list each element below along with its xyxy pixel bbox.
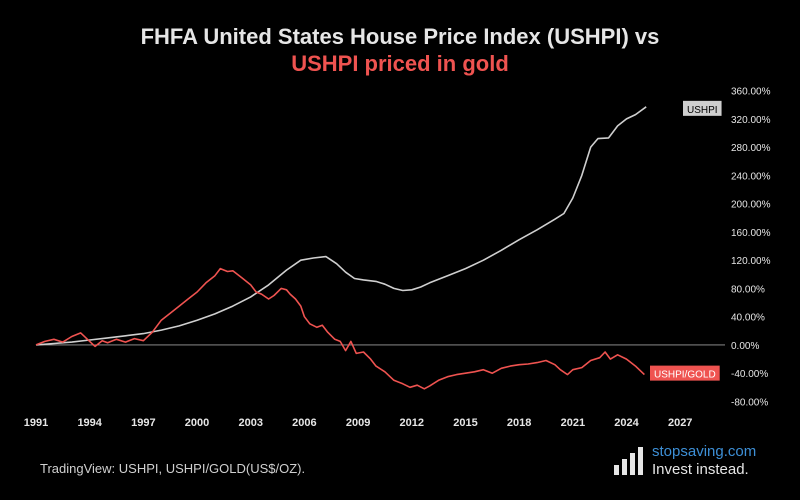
y-tick-label: -80.00% [731, 397, 768, 408]
y-tick-label: 120.00% [731, 256, 771, 267]
series-line-0 [35, 106, 647, 346]
x-tick-label: 2012 [400, 417, 424, 429]
bar-chart-icon [614, 447, 643, 475]
x-tick-label: 2003 [238, 417, 262, 429]
chart-labels: 1991 1994 1997 2000 2003 2006 2009 2012 2015 2018… [24, 87, 771, 429]
series-end-label-text: USHPI/GOLD [654, 370, 716, 381]
x-tick-label: 2000 [185, 417, 209, 429]
y-tick-label: 200.00% [731, 200, 771, 211]
source-note: TradingView: USHPI, USHPI/GOLD(US$/OZ). [40, 461, 306, 476]
x-tick-label: 2021 [561, 417, 585, 429]
y-tick-label: 0.00% [731, 341, 759, 352]
y-tick-label: 160.00% [731, 228, 771, 239]
series-line-1 [35, 267, 645, 390]
series-end-label: USHPI [683, 100, 722, 116]
y-tick-label: 240.00% [731, 171, 771, 182]
x-tick-label: 1994 [77, 417, 102, 429]
chart-series [35, 106, 647, 390]
brand-tagline: Invest instead. [652, 461, 749, 478]
x-tick-label: 1991 [24, 417, 48, 429]
series-end-label-bg [683, 100, 722, 116]
x-tick-label: 2015 [453, 417, 477, 429]
y-tick-label: 40.00% [731, 313, 765, 324]
y-tick-label: -40.00% [731, 369, 768, 380]
y-tick-label: 80.00% [731, 284, 765, 295]
x-tick-label: 2006 [292, 417, 316, 429]
y-tick-label: 280.00% [731, 143, 771, 154]
x-tick-label: 2018 [507, 417, 531, 429]
series-end-label: USHPI/GOLD [650, 365, 720, 381]
chart-subtitle: USHPI priced in gold [291, 51, 509, 76]
brand-logo: stopsaving.com Invest instead. [612, 443, 756, 482]
x-tick-label: 1997 [131, 417, 155, 429]
brand-name: stopsaving.com [652, 443, 757, 460]
chart-title: FHFA United States House Price Index (US… [140, 24, 660, 49]
x-tick-label: 2024 [614, 417, 639, 429]
y-tick-label: 360.00% [731, 87, 771, 98]
series-end-label-text: USHPI [687, 105, 718, 116]
y-tick-label: 320.00% [731, 115, 771, 126]
x-tick-label: 2009 [346, 417, 370, 429]
x-tick-label: 2027 [668, 417, 692, 429]
series-end-label-bg [650, 365, 720, 381]
